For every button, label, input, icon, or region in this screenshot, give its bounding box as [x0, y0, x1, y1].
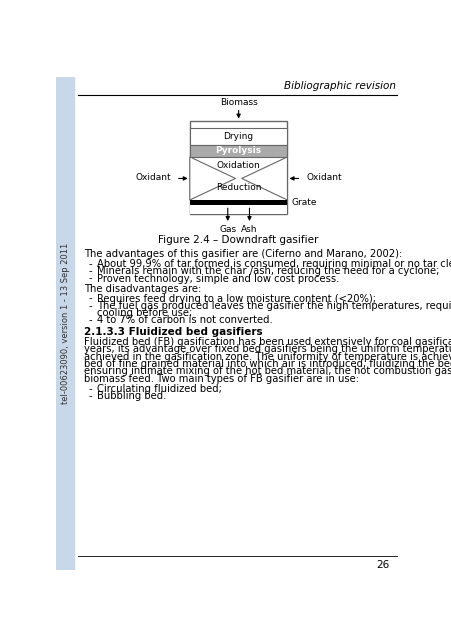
Bar: [189, 122, 287, 214]
Text: achieved in the gasification zone. The uniformity of temperature is achieved usi: achieved in the gasification zone. The u…: [83, 352, 451, 362]
Text: Circulating fluidized bed;: Circulating fluidized bed;: [97, 384, 221, 394]
Text: -: -: [88, 301, 92, 311]
Text: -: -: [88, 294, 92, 303]
Text: -: -: [88, 266, 92, 276]
Bar: [189, 127, 287, 145]
Text: Oxidation: Oxidation: [216, 161, 260, 170]
Text: biomass feed. Two main types of FB gasifier are in use:: biomass feed. Two main types of FB gasif…: [83, 374, 358, 383]
Bar: [56, 77, 74, 570]
Text: 26: 26: [376, 559, 389, 570]
Text: Oxidant: Oxidant: [305, 173, 341, 182]
Text: Proven technology, simple and low cost process.: Proven technology, simple and low cost p…: [97, 273, 338, 284]
Text: Gas: Gas: [219, 225, 236, 234]
Text: Bubbling bed.: Bubbling bed.: [97, 391, 166, 401]
Text: 2.1.3.3 Fluidized bed gasifiers: 2.1.3.3 Fluidized bed gasifiers: [83, 326, 262, 337]
Polygon shape: [189, 157, 235, 200]
Text: bed of fine grained material into which air is introduced, fluidizing the bed ma: bed of fine grained material into which …: [83, 359, 451, 369]
Text: Requires feed drying to a low moisture content (<20%);: Requires feed drying to a low moisture c…: [97, 294, 375, 303]
Text: Ash: Ash: [241, 225, 257, 234]
Text: Grate: Grate: [291, 198, 316, 207]
Text: -: -: [88, 259, 92, 269]
Text: Oxidant: Oxidant: [135, 173, 171, 182]
Text: -: -: [88, 273, 92, 284]
Text: Minerals remain with the char /ash, reducing the need for a cyclone;: Minerals remain with the char /ash, redu…: [97, 266, 438, 276]
Text: Reduction: Reduction: [216, 183, 261, 192]
Text: cooling before use;: cooling before use;: [97, 308, 192, 318]
Text: -: -: [88, 391, 92, 401]
Text: tel-00623090, version 1 - 13 Sep 2011: tel-00623090, version 1 - 13 Sep 2011: [60, 243, 69, 404]
Text: The advantages of this gasifier are (Ciferno and Marano, 2002):: The advantages of this gasifier are (Cif…: [83, 249, 401, 259]
Text: ensuring intimate mixing of the hot bed material, the hot combustion gas and the: ensuring intimate mixing of the hot bed …: [83, 366, 451, 376]
Text: Figure 2.4 – Downdraft gasifier: Figure 2.4 – Downdraft gasifier: [158, 236, 318, 245]
Bar: [189, 145, 287, 157]
Bar: [189, 205, 287, 214]
Text: About 99,9% of tar formed is consumed, requiring minimal or no tar cleanup;: About 99,9% of tar formed is consumed, r…: [97, 259, 451, 269]
Text: Pyrolysis: Pyrolysis: [215, 146, 261, 156]
Text: Bibliographic revision: Bibliographic revision: [283, 81, 395, 91]
Polygon shape: [241, 157, 287, 200]
Bar: [189, 200, 287, 205]
Text: The disadvantages are:: The disadvantages are:: [83, 284, 200, 294]
Text: 4 to 7% of carbon is not converted.: 4 to 7% of carbon is not converted.: [97, 316, 272, 326]
Text: Biomass: Biomass: [219, 98, 257, 107]
Text: The fuel gas produced leaves the gasifier the high temperatures, requiring: The fuel gas produced leaves the gasifie…: [97, 301, 451, 311]
Text: Drying: Drying: [223, 132, 253, 141]
Text: -: -: [88, 316, 92, 326]
Text: Fluidized bed (FB) gasification has been used extensively for coal gasification : Fluidized bed (FB) gasification has been…: [83, 337, 451, 347]
Text: -: -: [88, 384, 92, 394]
Text: years, its advantage over fixed bed gasifiers being the uniform temperature dist: years, its advantage over fixed bed gasi…: [83, 344, 451, 355]
